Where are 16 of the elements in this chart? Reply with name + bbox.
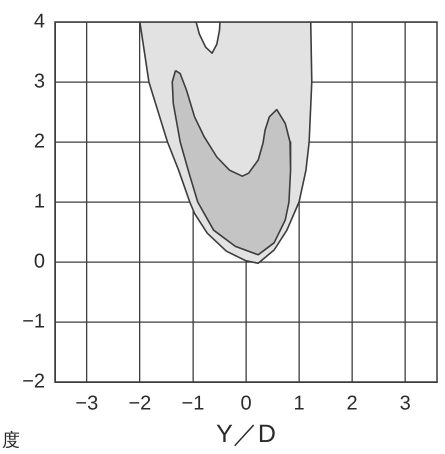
x-tick-label: −3 [75,392,98,415]
y-tick-label: 1 [34,190,45,213]
y-tick-label: 2 [34,130,45,153]
x-tick-label: 0 [240,392,252,415]
y-tick-label: 0 [34,250,45,273]
x-tick-label: −2 [128,392,152,415]
y-tick-label: 3 [34,70,45,93]
x-tick-label: 2 [346,392,358,415]
y-tick-label: −1 [22,310,45,333]
y-tick-label: −2 [22,370,45,393]
x-axis-title: Y／D [216,420,276,448]
x-tick-label: −1 [182,392,204,415]
x-tick-label: 3 [400,392,411,415]
x-tick-label: 1 [293,392,305,415]
text: 度 [2,430,20,450]
y-tick-label: 4 [34,10,45,33]
